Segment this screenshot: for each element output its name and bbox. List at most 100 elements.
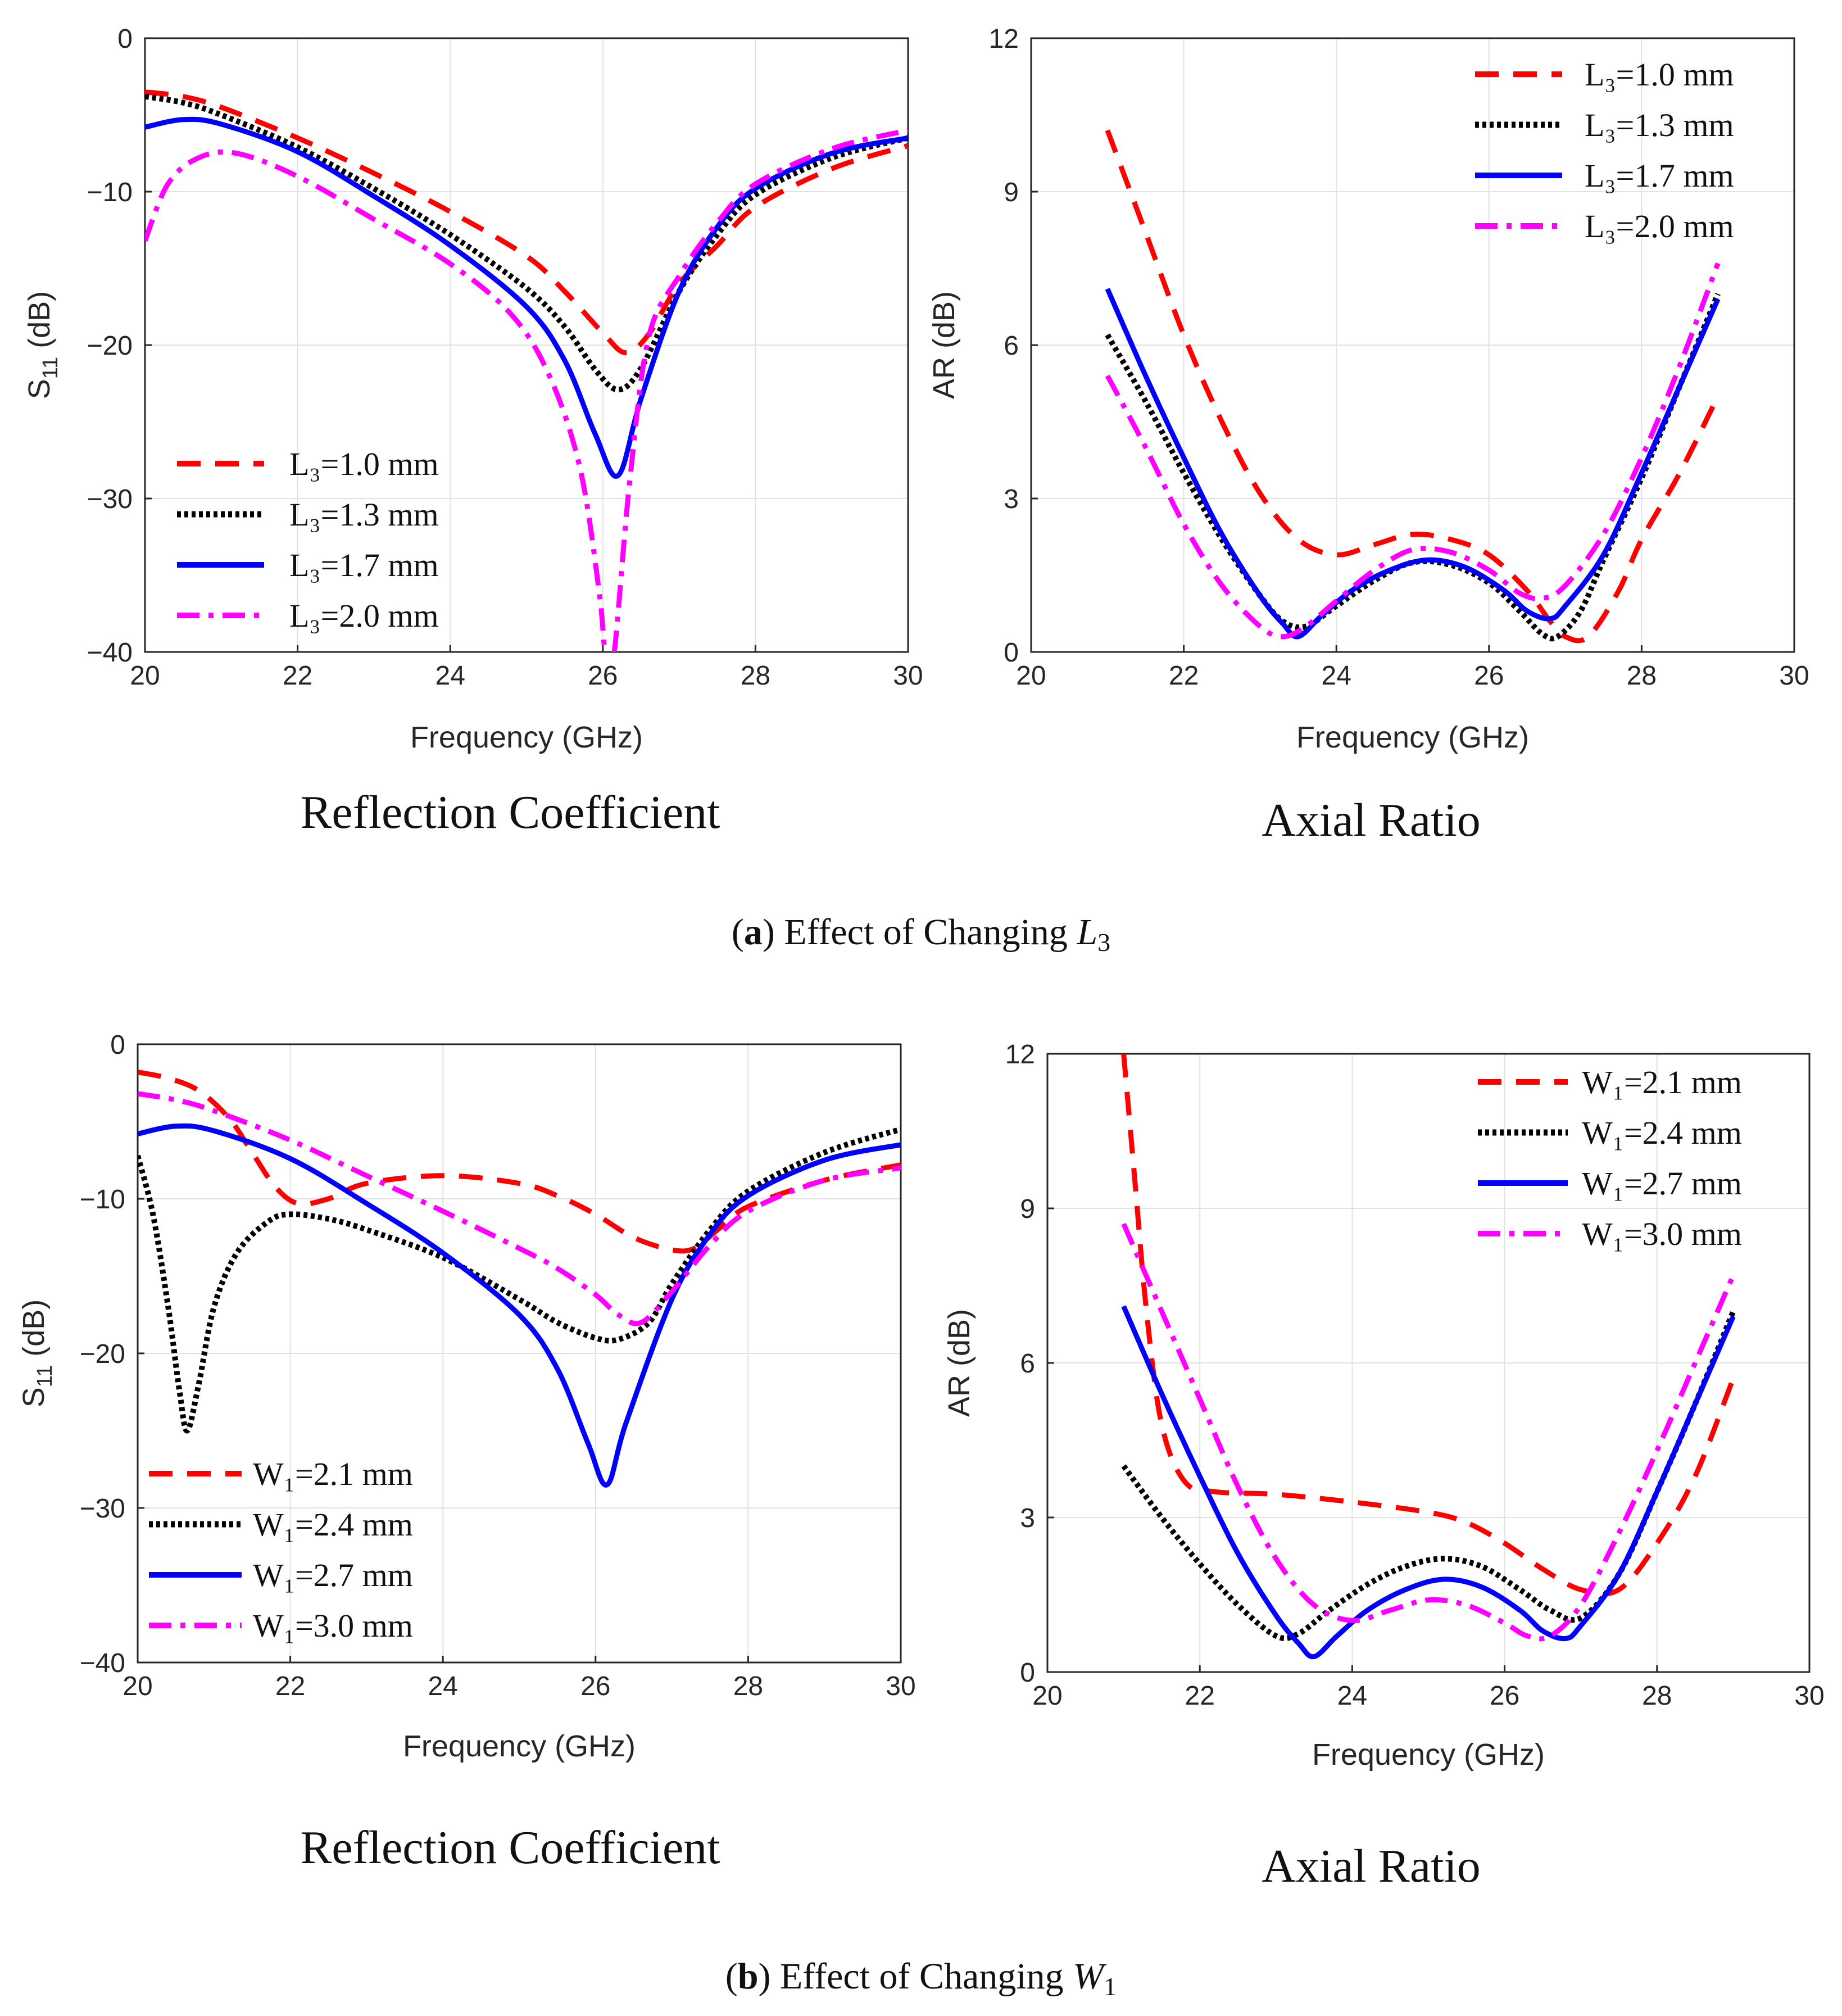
y-tick-label: 9: [1004, 178, 1019, 207]
caption-b-open: (: [725, 1956, 738, 1997]
caption-b: (b) Effect of Changing W1: [725, 1956, 1117, 2001]
y-tick-label: −30: [80, 1494, 125, 1524]
grid-lines: [1031, 38, 1794, 652]
x-tick-label: 30: [1794, 1681, 1824, 1711]
x-tick-label: 20: [130, 661, 160, 691]
caption-a-label: a: [744, 912, 763, 953]
panel-b-axial-ratio-chart: 20 22 24 26 28 30 0 3 6 9 12 Frequency (GHz) AR (…: [942, 1040, 1825, 1892]
legend-entry: W₁=2.7 mm: [253, 1557, 413, 1593]
legend-entry: L₃=1.7 mm: [1585, 157, 1734, 194]
y-axis-label-main: S: [17, 1387, 51, 1407]
y-tick-label: 3: [1020, 1503, 1035, 1533]
series-line: [1121, 1222, 1736, 1642]
x-tick-label: 20: [123, 1671, 152, 1701]
legend: L₃=1.0 mm L₃=1.3 mm L₃=1.7 mm L₃=2.0 mm: [1475, 56, 1734, 244]
series-line: [145, 93, 908, 393]
caption-a-open: (: [732, 912, 744, 953]
caption-a-var: L: [1076, 912, 1097, 953]
caption-a-sub: 3: [1097, 928, 1110, 957]
caption-b-var: W: [1073, 1956, 1106, 1997]
caption-b-text: Effect of Changing: [780, 1956, 1073, 1997]
x-tick-label: 22: [1169, 661, 1199, 691]
y-tick-label: −30: [87, 484, 133, 514]
legend-entry: L₃=1.0 mm: [1585, 56, 1734, 93]
y-axis-label-sub: 11: [33, 1365, 57, 1387]
y-tick-label: 3: [1004, 484, 1019, 514]
chart-title: Reflection Coefficient: [300, 1822, 720, 1874]
caption-a: (a) Effect of Changing L3: [732, 912, 1110, 957]
series-line: [1105, 129, 1721, 644]
y-axis-label-tail: (dB): [22, 291, 56, 357]
series-line: [145, 128, 908, 652]
x-tick-label: 20: [1032, 1681, 1062, 1711]
x-tick-labels: 20 22 24 26 28 30: [123, 1656, 916, 1701]
series-line: [138, 1126, 901, 1434]
grid-lines: [1047, 1054, 1809, 1672]
x-tick-labels: 20 22 24 26 28 30: [1016, 645, 1809, 691]
x-tick-label: 30: [1779, 661, 1809, 691]
legend-entry: L₃=2.0 mm: [1585, 208, 1734, 244]
legend-entry: W₁=2.4 mm: [1582, 1115, 1742, 1151]
y-tick-label: 9: [1020, 1194, 1035, 1224]
grid-lines: [138, 1044, 901, 1662]
caption-b-close: ): [759, 1956, 780, 1997]
series-line: [138, 1070, 901, 1254]
y-tick-label: 12: [1005, 1040, 1035, 1070]
x-tick-label: 24: [1322, 661, 1351, 691]
x-tick-label: 24: [435, 661, 465, 691]
y-tick-label: 0: [1004, 638, 1019, 668]
legend-entry: W₁=2.4 mm: [253, 1506, 413, 1543]
x-tick-label: 28: [1642, 1681, 1672, 1711]
series-line: [138, 1091, 901, 1326]
y-tick-label: 0: [110, 1030, 125, 1060]
x-tick-label: 30: [886, 1671, 915, 1701]
y-axis-label: AR (dB): [927, 291, 961, 399]
caption-b-label: b: [738, 1956, 759, 1997]
caption-a-close: ): [763, 912, 784, 953]
chart-title: Axial Ratio: [1262, 794, 1481, 846]
legend-entry: W₁=3.0 mm: [253, 1607, 413, 1644]
x-tick-label: 28: [1627, 661, 1657, 691]
x-tick-label: 22: [283, 661, 312, 691]
chart-title: Axial Ratio: [1262, 1840, 1481, 1892]
x-tick-label: 28: [733, 1671, 763, 1701]
y-tick-labels: 0 −10 −20 −30 −40: [87, 24, 152, 668]
y-tick-label: 12: [989, 24, 1019, 54]
y-tick-labels: 0 3 6 9 12: [1005, 1040, 1054, 1688]
y-axis-label-main: S: [22, 379, 56, 399]
y-tick-label: −40: [87, 638, 133, 668]
x-tick-label: 22: [275, 1671, 305, 1701]
legend-entry: W₁=3.0 mm: [1582, 1216, 1742, 1252]
series-line: [1121, 1310, 1736, 1642]
legend-entry: L₃=1.3 mm: [289, 496, 439, 533]
legend-entry: L₃=1.7 mm: [289, 547, 439, 583]
series-line: [138, 1123, 901, 1488]
y-axis-label-tail: (dB): [17, 1299, 51, 1365]
x-axis-label: Frequency (GHz): [1312, 1738, 1545, 1772]
y-tick-label: 6: [1020, 1349, 1035, 1379]
series-group: [145, 89, 908, 652]
series-group: [1121, 1054, 1736, 1660]
panel-b-reflection-chart: 20 22 24 26 28 30 0 −10 −20 −30 −40 Frequency (GH…: [17, 1030, 916, 1874]
legend-entry: L₃=1.0 mm: [289, 446, 439, 482]
series-line: [145, 116, 908, 479]
series-line: [1121, 1305, 1736, 1660]
y-tick-label: 6: [1004, 331, 1019, 361]
panel-a-reflection-chart: 20 22 24 26 28 30 0 −10 −20 −30 −40 Frequency (GH…: [22, 24, 923, 839]
y-axis-label: S11 (dB): [17, 1299, 57, 1408]
y-axis-label: AR (dB): [942, 1309, 976, 1417]
y-tick-label: −10: [87, 178, 133, 207]
x-tick-label: 24: [428, 1671, 458, 1701]
y-tick-labels: 0 −10 −20 −30 −40: [80, 1030, 144, 1678]
x-tick-labels: 20 22 24 26 28 30: [130, 645, 923, 691]
legend: W₁=2.1 mm W₁=2.4 mm W₁=2.7 mm W₁=3.0 mm: [1478, 1064, 1742, 1252]
x-tick-label: 30: [893, 661, 923, 691]
x-tick-labels: 20 22 24 26 28 30: [1032, 1665, 1825, 1711]
series-line: [145, 89, 908, 356]
x-axis-label: Frequency (GHz): [410, 721, 643, 754]
y-tick-label: −40: [80, 1648, 125, 1678]
series-line: [1105, 288, 1721, 640]
legend: W₁=2.1 mm W₁=2.4 mm W₁=2.7 mm W₁=3.0 mm: [149, 1456, 413, 1644]
legend-entry: W₁=2.7 mm: [1582, 1165, 1742, 1202]
